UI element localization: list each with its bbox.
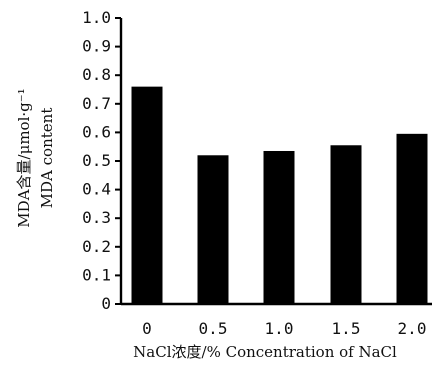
y-tick-label-10: 1.0	[82, 8, 111, 27]
bar-0	[131, 86, 163, 304]
x-tick-label-2: 1.0	[265, 319, 294, 338]
y-axis-title-line-2: MDA content	[38, 108, 56, 209]
y-tick-label-7: 0.7	[82, 94, 111, 113]
x-axis-ticks: 0 0.5 1.0 1.5 2.0	[142, 319, 426, 338]
bar-2	[263, 150, 295, 304]
y-tick-label-5: 0.5	[82, 151, 111, 170]
y-axis-title-line-1: MDA含量/μmol·g⁻¹	[15, 88, 33, 227]
y-tick-label-9: 0.9	[82, 37, 111, 56]
x-tick-label-3: 1.5	[332, 319, 361, 338]
x-tick-label-0: 0	[142, 319, 152, 338]
x-axis-title: NaCl浓度/% Concentration of NaCl	[133, 343, 397, 361]
bar-1	[197, 155, 229, 304]
bar-3	[330, 145, 362, 304]
x-tick-label-1: 0.5	[199, 319, 228, 338]
bar-4	[396, 133, 428, 304]
y-tick-label-3: 0.3	[82, 208, 111, 227]
bars	[131, 86, 428, 304]
x-tick-label-4: 2.0	[398, 319, 427, 338]
y-tick-label-0: 0	[101, 294, 111, 313]
y-tick-label-8: 0.8	[82, 65, 111, 84]
y-tick-label-1: 0.1	[82, 265, 111, 284]
y-axis-ticks: 0 0.1 0.2 0.3 0.4 0.5 0.6 0.7 0.8 0.9 1.0	[82, 8, 121, 313]
y-tick-label-6: 0.6	[82, 122, 111, 141]
y-tick-label-4: 0.4	[82, 180, 111, 199]
y-tick-label-2: 0.2	[82, 237, 111, 256]
